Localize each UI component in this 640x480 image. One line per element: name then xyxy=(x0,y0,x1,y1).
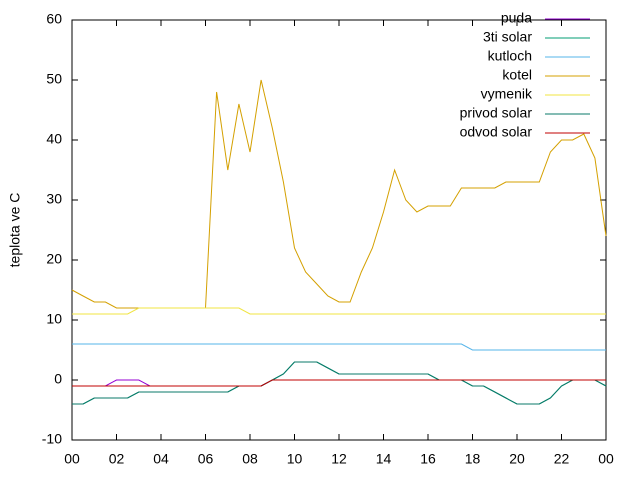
y-tick-label: -10 xyxy=(42,431,62,447)
x-tick-label: 00 xyxy=(64,451,80,467)
y-tick-label: 50 xyxy=(46,71,62,87)
legend-label: odvod solar xyxy=(460,124,533,140)
legend-label: vymenik xyxy=(481,86,533,102)
series-line xyxy=(72,307,606,315)
series-line xyxy=(72,361,607,405)
x-tick-label: 18 xyxy=(465,451,481,467)
legend-label: kutloch xyxy=(488,48,532,64)
series-line xyxy=(72,361,607,405)
legend-label: kotel xyxy=(502,67,532,83)
x-tick-label: 16 xyxy=(420,451,436,467)
legend-label: puda xyxy=(501,10,532,26)
legend-label: 3ti solar xyxy=(483,29,532,45)
x-tick-label: 06 xyxy=(198,451,214,467)
x-tick-label: 04 xyxy=(153,451,169,467)
x-tick-label: 12 xyxy=(331,451,347,467)
series-line xyxy=(72,343,606,351)
y-tick-label: 40 xyxy=(46,131,62,147)
series-line xyxy=(72,379,606,387)
y-axis-label: teplota ve C xyxy=(7,193,23,268)
series-line xyxy=(72,379,606,387)
y-tick-label: 60 xyxy=(46,11,62,27)
x-tick-label: 08 xyxy=(242,451,258,467)
y-tick-label: 30 xyxy=(46,191,62,207)
x-tick-label: 00 xyxy=(598,451,614,467)
x-tick-label: 10 xyxy=(287,451,303,467)
x-tick-label: 22 xyxy=(554,451,570,467)
x-tick-label: 20 xyxy=(509,451,525,467)
legend-label: privod solar xyxy=(460,105,533,121)
y-tick-label: 20 xyxy=(46,251,62,267)
x-tick-label: 02 xyxy=(109,451,125,467)
plot-frame xyxy=(71,19,607,441)
y-tick-label: 10 xyxy=(46,311,62,327)
y-tick-label: 0 xyxy=(54,371,62,387)
x-tick-label: 14 xyxy=(376,451,392,467)
